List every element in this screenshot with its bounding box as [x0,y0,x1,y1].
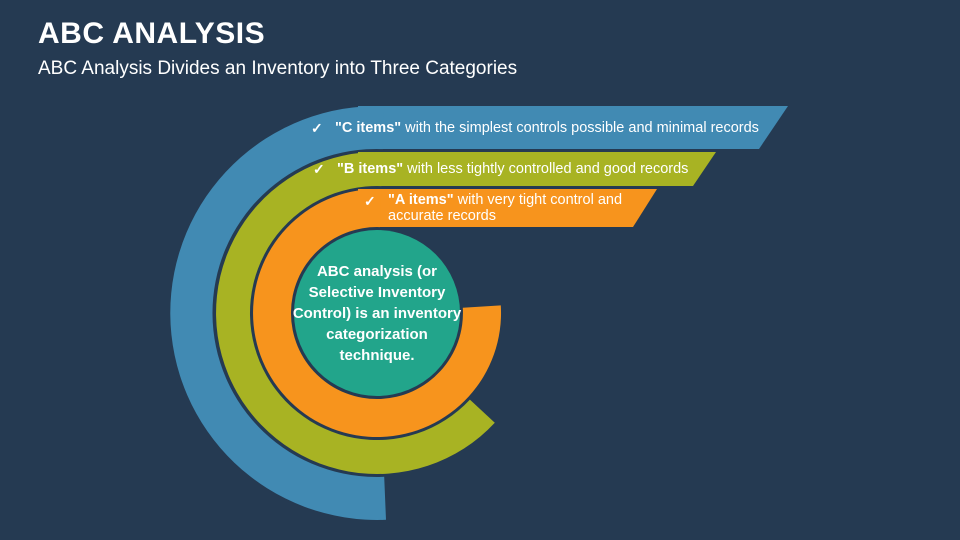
center-circle-line: Control) is an inventory [292,304,462,322]
banner-a-shape [358,189,657,227]
banner-a-items: ✓ "A items" with very tight control and a… [364,189,664,231]
check-icon: ✓ [311,119,323,136]
banner-b-items: ✓ "B items" with less tightly controlled … [313,152,723,186]
banner-b-items-description: with less tightly controlled and good re… [407,161,689,177]
center-circle-line: categorization [326,325,428,343]
banner-b-shape [358,152,716,186]
banner-a-items-label: "A items" [388,192,454,208]
banner-c-items-description: with the simplest controls possible and … [405,119,759,136]
banner-a-items-description: with very tight control and accurate rec… [388,192,623,224]
ring-b-shape [216,152,495,475]
banner-c-items-label: "C items" [335,119,402,136]
check-icon: ✓ [364,193,376,209]
check-icon: ✓ [313,161,325,177]
banner-a-items-text: "A items" with very tight control and acc… [388,192,660,224]
banner-b-items-text: "B items" with less tightly controlled an… [337,161,688,177]
center-circle-shape [294,230,460,396]
page-subtitle: ABC Analysis Divides an Inventory into T… [38,58,518,79]
ring-c-shape [170,105,386,520]
page-title: ABC ANALYSIS [38,17,266,50]
banner-c-shape [358,106,788,149]
banner-b-items-label: "B items" [337,161,404,177]
center-circle-line: ABC analysis (or [316,262,438,280]
center-circle-line: technique. [339,346,415,364]
center-circle-line: Selective Inventory [308,283,446,301]
ring-a-shape [253,189,502,438]
banner-c-items: ✓ "C items" with the simplest controls po… [311,106,791,149]
banner-c-items-text: "C items" with the simplest controls poss… [335,120,759,136]
center-circle-text: ABC analysis (or Selective Inventory Con… [277,230,477,396]
